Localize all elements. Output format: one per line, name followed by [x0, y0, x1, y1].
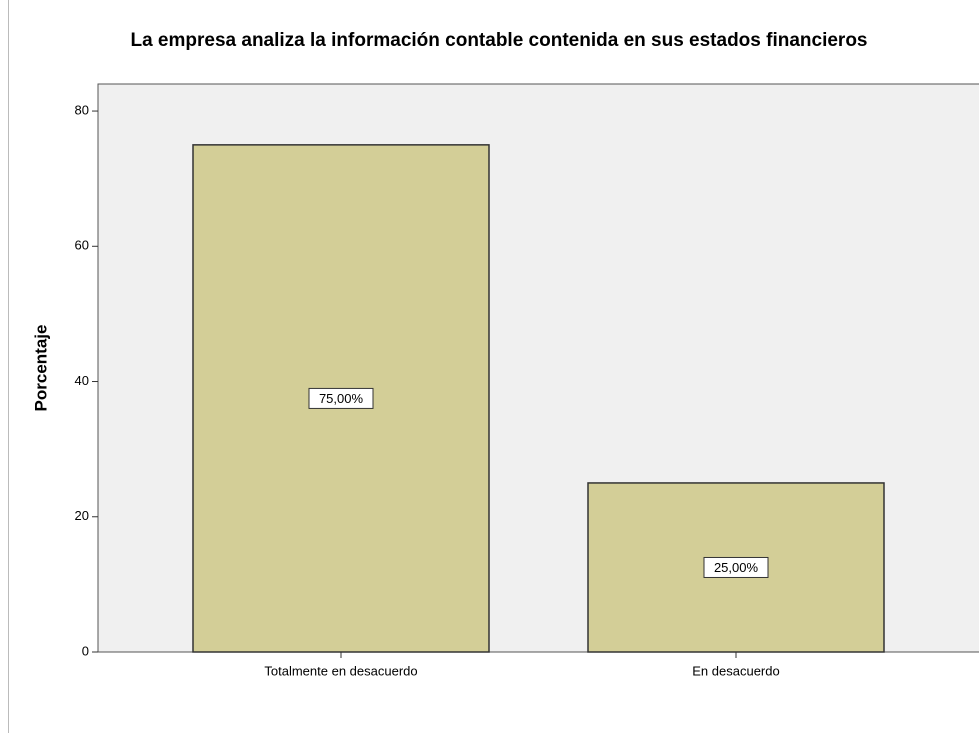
data-label-box — [703, 556, 769, 578]
x-tick-label: En desacuerdo — [692, 663, 779, 678]
y-axis-label: Porcentaje — [31, 325, 50, 412]
chart-title: La empresa analiza la información contab… — [130, 30, 868, 51]
frame — [8, 0, 9, 733]
y-tick-label: 80 — [75, 102, 89, 117]
y-tick-label: 40 — [75, 373, 89, 388]
data-label-box — [308, 387, 374, 409]
y-tick-label: 0 — [82, 643, 89, 658]
data-label: 25,00% — [714, 560, 759, 575]
y-tick-label: 20 — [75, 508, 89, 523]
data-label: 75,00% — [319, 391, 364, 406]
y-tick-label: 60 — [75, 238, 89, 253]
x-tick-label: Totalmente en desacuerdo — [264, 663, 417, 678]
